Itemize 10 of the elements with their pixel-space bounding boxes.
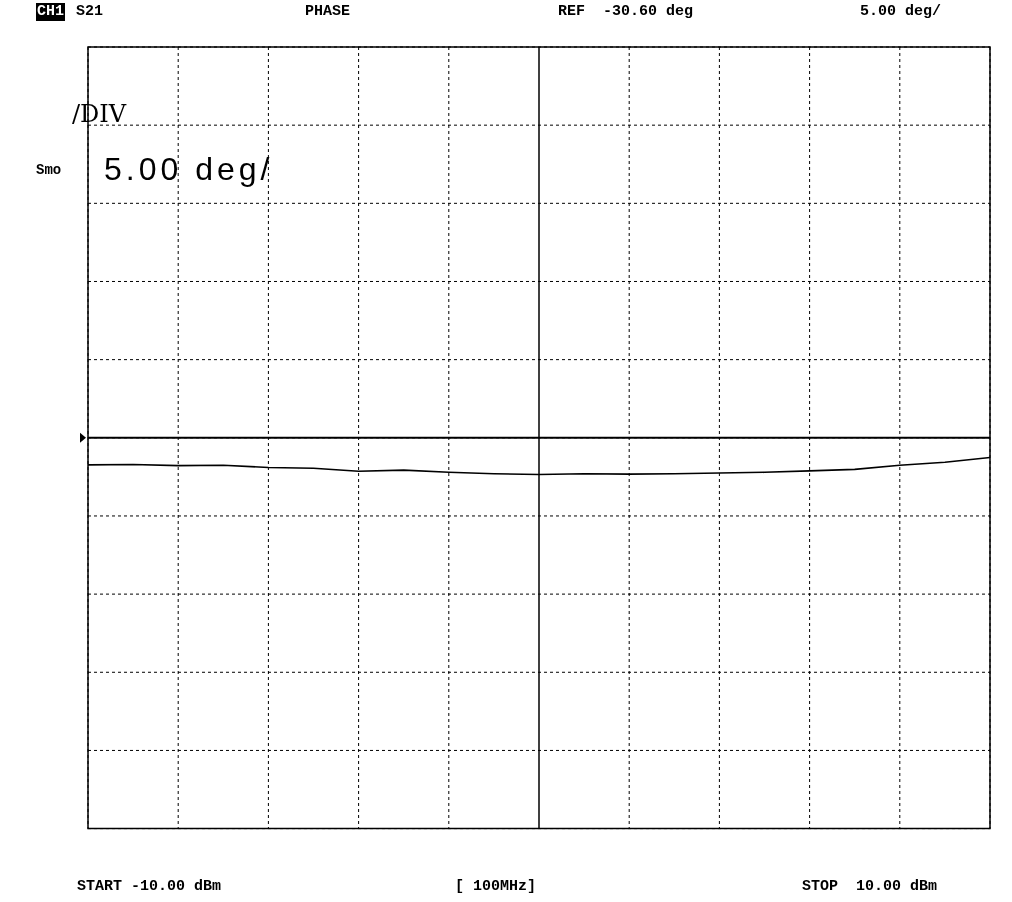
- text: Smo: [36, 162, 62, 179]
- text: 5.00 deg/: [860, 3, 942, 21]
- text: CH1: [36, 3, 66, 21]
- text: [ 100MHz]: [455, 878, 537, 896]
- text: START -10.00 dBm: [77, 878, 222, 896]
- text: 5.00 deg/: [104, 150, 274, 189]
- ref-line-label: REF -30.60 deg: [558, 3, 694, 21]
- text: S21: [76, 3, 104, 21]
- text: PHASE: [305, 3, 351, 21]
- text: STOP 10.00 dBm: [802, 878, 938, 896]
